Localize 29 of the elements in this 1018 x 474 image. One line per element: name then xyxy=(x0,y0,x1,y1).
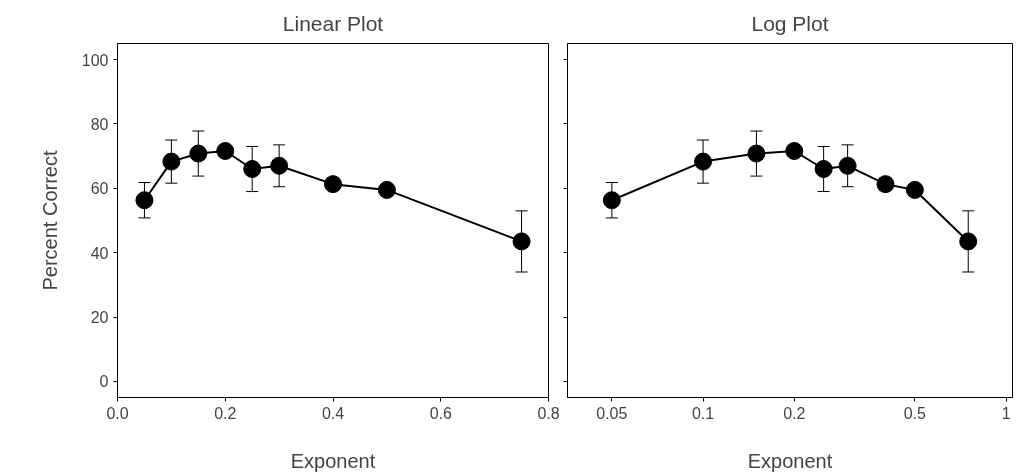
x-tick-label: 0.1 xyxy=(691,404,715,422)
x-axis-title: Exponent xyxy=(290,449,376,472)
point xyxy=(243,160,262,178)
x-tick-label: 0.6 xyxy=(429,404,452,422)
x-tick-label: 0.0 xyxy=(106,404,129,422)
chart-title: Linear Plot xyxy=(282,11,384,35)
point xyxy=(512,232,531,251)
point xyxy=(135,191,154,210)
x-tick-label: 0.8 xyxy=(537,404,560,422)
chart-title: Log Plot xyxy=(751,11,829,35)
point xyxy=(162,152,181,171)
y-tick-label: 100 xyxy=(81,51,109,69)
x-tick-label: 0.4 xyxy=(321,404,345,422)
x-axis-title: Exponent xyxy=(747,449,833,472)
y-tick-label: 0 xyxy=(99,373,109,391)
x-tick-label: 1 xyxy=(1001,404,1011,422)
x-tick-label: 0.2 xyxy=(783,404,806,422)
y-tick-label: 40 xyxy=(90,244,109,262)
y-axis-title: Percent Correct xyxy=(38,150,61,291)
point xyxy=(216,142,235,160)
point xyxy=(377,180,396,199)
x-tick-label: 0.2 xyxy=(214,404,237,422)
x-tick-label: 0.5 xyxy=(903,404,927,422)
point xyxy=(270,156,289,175)
y-tick-label: 20 xyxy=(90,309,109,327)
point xyxy=(189,144,208,163)
y-tick-label: 80 xyxy=(90,115,109,133)
x-tick-label: 0.05 xyxy=(596,404,628,422)
y-tick-label: 60 xyxy=(90,180,109,198)
